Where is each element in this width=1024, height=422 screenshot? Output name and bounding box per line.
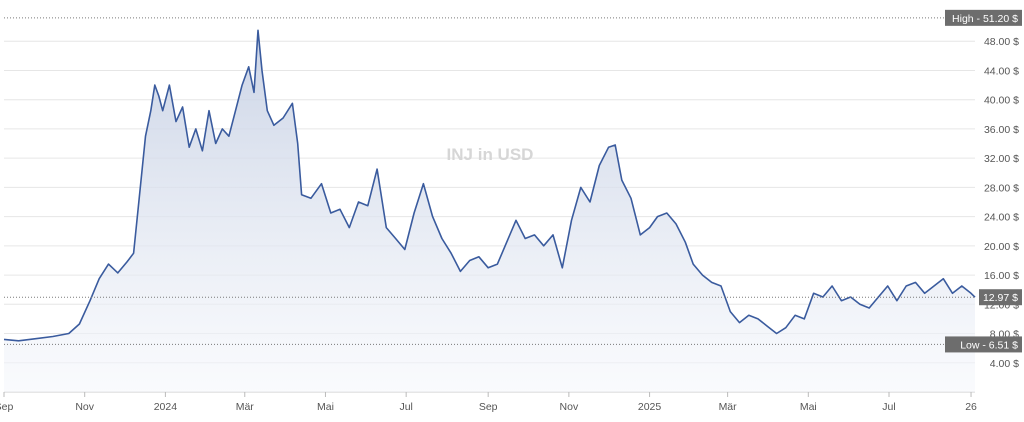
x-tick-label: Sep (0, 401, 13, 413)
y-tick-label: 36.00 $ (984, 124, 1019, 136)
y-tick-label: 24.00 $ (984, 212, 1019, 224)
value-labels: High - 51.20 $ Low - 6.51 $ 12.97 $ (945, 9, 1022, 353)
low-label-box (945, 336, 1022, 353)
y-tick-label: 16.00 $ (984, 270, 1019, 282)
y-tick-label: 40.00 $ (984, 95, 1019, 107)
x-tick-label: Sep (479, 401, 498, 413)
x-tick-label: 2024 (154, 401, 178, 413)
x-tick-label: Mär (719, 401, 738, 413)
x-axis: Sep Nov 2024 Mär Mai Jul Sep Nov 2025 Mär Mai Jul 26 (0, 392, 977, 413)
x-tick-label: 2025 (638, 401, 662, 413)
y-tick-label: 48.00 $ (984, 36, 1019, 48)
y-tick-label: 4.00 $ (990, 358, 1019, 370)
price-area (3, 29, 976, 393)
high-label-text: High - 51.20 $ (952, 13, 1018, 25)
x-tick-label: 26 (965, 401, 977, 413)
x-tick-label: Jul (882, 401, 895, 413)
x-tick-label: Nov (75, 401, 94, 413)
current-label-box (979, 289, 1022, 306)
high-label-box (945, 9, 1022, 26)
x-tick-label: Mär (236, 401, 255, 413)
y-tick-label: 20.00 $ (984, 241, 1019, 253)
x-tick-label: Nov (560, 401, 579, 413)
y-tick-label: 28.00 $ (984, 182, 1019, 194)
x-tick-label: Mai (800, 401, 817, 413)
x-tick-label: Mai (317, 401, 334, 413)
price-area-fill (4, 30, 975, 393)
y-tick-label: 32.00 $ (984, 153, 1019, 165)
low-label-text: Low - 6.51 $ (960, 339, 1018, 351)
price-line (3, 29, 976, 342)
y-tick-label: 44.00 $ (984, 65, 1019, 77)
y-axis: 4.00 $8.00 $12.00 $16.00 $20.00 $24.00 $… (984, 36, 1019, 370)
chart-title: INJ in USD (447, 145, 534, 164)
x-tick-label: Jul (399, 401, 412, 413)
current-label-text: 12.97 $ (983, 292, 1018, 304)
